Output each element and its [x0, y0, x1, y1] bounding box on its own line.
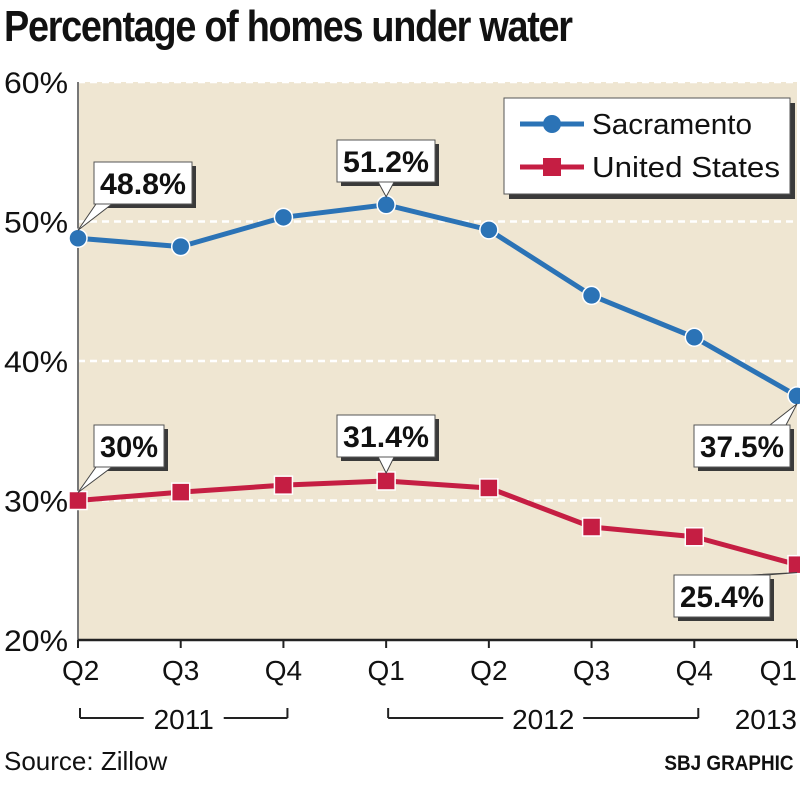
x-tick-label: Q3: [162, 655, 199, 686]
source-note: Source: Zillow: [4, 746, 168, 776]
legend-marker: [543, 115, 561, 133]
callout-box: [693, 424, 791, 468]
value-callout: 37.5%: [693, 403, 798, 471]
axes: 20% 30% 40% 50% 60% Q2 Q3 Q4 Q1 Q2 Q3 Q4 Q1 2011 2012 2…: [4, 67, 798, 735]
data-point: [170, 482, 191, 502]
data-point: [684, 327, 705, 348]
series-lines: [77, 202, 799, 568]
legend-marker: [543, 158, 561, 176]
legend-label: United States: [592, 152, 780, 184]
callout-box: [93, 424, 165, 468]
data-point: [376, 471, 396, 491]
chart-title: Percentage of homes under water: [4, 2, 573, 51]
data-point: [787, 554, 800, 575]
data-point: [170, 236, 191, 257]
x-tick-label: Q1: [367, 655, 404, 686]
graphic-credit: SBJ GRAPHIC: [664, 752, 794, 775]
x-tick-label: Q2: [62, 655, 99, 686]
line-chart: 20% 30% 40% 50% 60% Q2 Q3 Q4 Q1 Q2 Q3 Q4 Q1 2011 2012 2…: [4, 67, 800, 735]
y-tick-label: 20%: [4, 625, 68, 658]
year-label: 2013: [735, 704, 797, 735]
year-label: 2012: [512, 704, 574, 735]
y-tick-label: 40%: [4, 346, 68, 379]
callout-label: 30%: [100, 431, 158, 464]
x-tick-label: Q1: [760, 655, 797, 686]
value-annotations: 48.8% 51.2% 37.5% 30% 31.4% 25.4%: [77, 139, 798, 621]
callout-label: 31.4%: [343, 421, 429, 454]
series-line-united-states: [77, 478, 798, 568]
data-point: [581, 285, 602, 306]
callout-label: 25.4%: [680, 581, 764, 614]
series-line-sacramento: [77, 202, 799, 399]
y-tick-label: 50%: [4, 207, 68, 240]
x-tick-label: Q4: [265, 655, 302, 686]
data-point: [581, 517, 602, 537]
legend: Sacramento United States: [503, 97, 795, 199]
value-callout: 48.8%: [77, 161, 196, 231]
callout-box: [673, 574, 771, 618]
legend-item: Sacramento: [520, 109, 752, 141]
callout-label: 48.8%: [100, 168, 186, 201]
data-point: [684, 527, 705, 547]
callout-label: 37.5%: [700, 431, 784, 464]
callout-label: 51.2%: [343, 146, 429, 179]
legend-item: United States: [520, 152, 780, 184]
callout-box: [336, 139, 436, 183]
year-bracket: 2012: [387, 704, 700, 735]
value-callout: 30%: [77, 424, 168, 493]
data-point: [787, 386, 800, 406]
y-tick-label: 30%: [4, 486, 68, 519]
year-label: 2011: [154, 704, 214, 735]
value-callout: 51.2%: [336, 139, 439, 198]
data-point: [68, 490, 88, 511]
series-markers: [68, 195, 800, 575]
data-point: [68, 228, 88, 248]
year-bracket: 2011: [79, 704, 289, 735]
data-point: [479, 220, 499, 240]
data-point: [273, 207, 294, 228]
y-tick-label: 60%: [4, 67, 68, 100]
value-callout: 25.4%: [673, 572, 798, 621]
x-tick-label: Q2: [470, 655, 507, 686]
legend-label: Sacramento: [592, 109, 752, 141]
x-tick-label: Q3: [573, 655, 610, 686]
value-callout: 31.4%: [336, 414, 439, 475]
callout-box: [93, 161, 193, 205]
x-tick-label: Q4: [676, 655, 713, 686]
data-point: [479, 478, 499, 498]
callout-box: [336, 414, 436, 458]
legend-box: [503, 97, 791, 195]
data-point: [273, 475, 294, 495]
data-point: [376, 195, 396, 215]
